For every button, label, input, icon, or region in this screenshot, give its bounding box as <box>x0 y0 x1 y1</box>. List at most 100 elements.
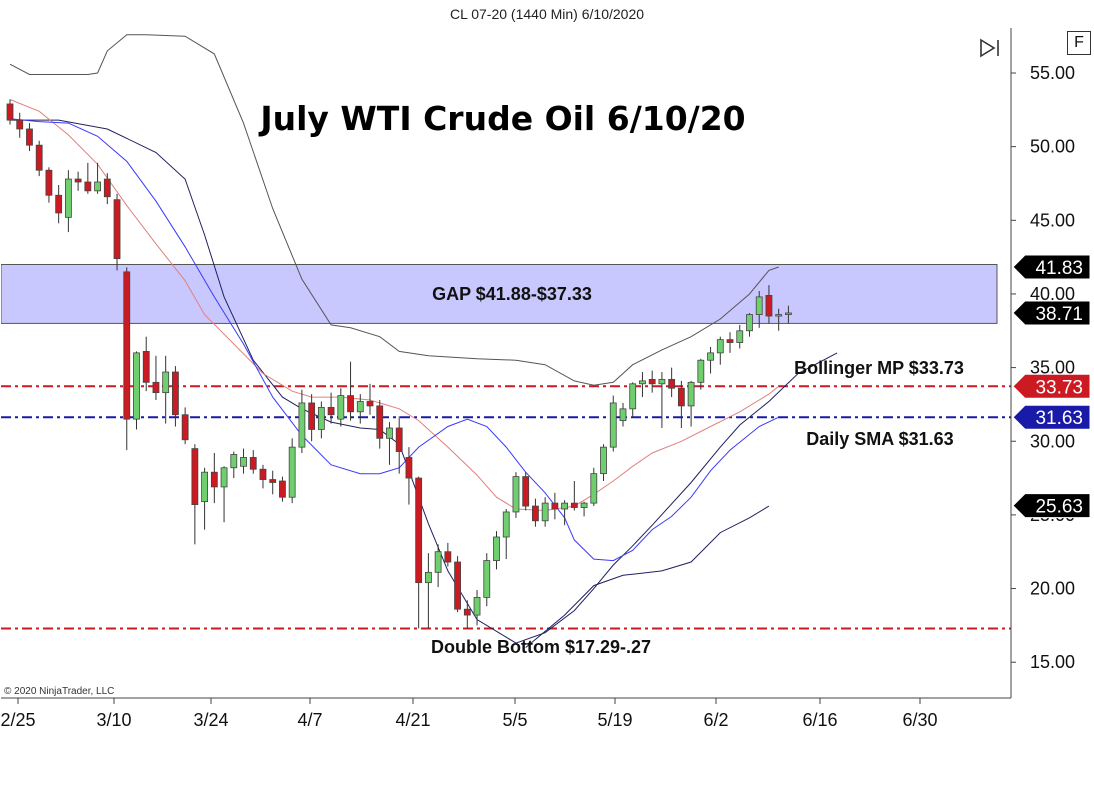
candle-body <box>609 402 617 448</box>
price-tag: 31.63 <box>1012 404 1091 430</box>
x-tick-label: 6/2 <box>703 710 728 730</box>
sma-blue-line <box>9 118 779 562</box>
candle <box>765 285 773 324</box>
candle <box>590 467 598 507</box>
candle-body <box>755 296 763 315</box>
candle-body <box>580 502 588 508</box>
candle-body <box>269 479 277 483</box>
candle-body <box>619 408 627 422</box>
candle <box>84 162 92 194</box>
candle-body <box>648 378 656 385</box>
y-tick-label: 30.00 <box>1030 431 1075 451</box>
candle <box>26 123 33 152</box>
candle-body <box>308 402 316 430</box>
candle <box>356 394 364 424</box>
candle-body <box>35 144 43 171</box>
candle-body <box>6 103 14 121</box>
candle-body <box>220 467 228 488</box>
candle <box>249 450 257 474</box>
upper-band-line <box>10 119 838 644</box>
candle <box>337 388 345 427</box>
mid-line-line <box>9 99 780 512</box>
candle-body <box>55 194 63 214</box>
play-forward-icon[interactable] <box>978 38 1004 58</box>
candle <box>74 171 82 191</box>
candle-body <box>775 314 783 317</box>
candle-body <box>162 371 170 394</box>
candle <box>697 358 705 390</box>
candle-body <box>493 536 500 561</box>
annotation-labels: GAP $41.88-$37.33 Bollinger MP $33.73 Dail… <box>431 284 964 657</box>
x-tick-label: 6/16 <box>802 710 837 730</box>
plot-area[interactable] <box>1 28 1011 698</box>
candle-body <box>434 551 442 573</box>
candle-body <box>366 401 374 407</box>
candle <box>434 544 442 588</box>
candle-body <box>152 381 160 394</box>
candle-body <box>600 446 607 475</box>
price-tag-shape <box>1012 404 1091 430</box>
candle-body <box>746 314 753 332</box>
bollinger-mp-label: Bollinger MP $33.73 <box>794 358 964 378</box>
candle <box>327 392 335 424</box>
candle-body <box>395 427 403 452</box>
candle-body <box>240 457 247 467</box>
candle <box>191 444 199 545</box>
candle-body <box>279 480 286 498</box>
candle-body <box>716 339 724 354</box>
price-tag-label: 33.73 <box>1035 377 1083 398</box>
candle-body <box>415 477 423 584</box>
candle-body <box>142 350 150 383</box>
candle-body <box>337 395 345 420</box>
candle-body <box>133 352 140 420</box>
candle-body <box>677 387 685 407</box>
x-tick-label: 2/25 <box>0 710 35 730</box>
candle <box>541 497 549 527</box>
candle-body <box>483 560 491 598</box>
candle-body <box>327 406 335 416</box>
candle-body <box>347 395 354 413</box>
candle <box>707 346 714 374</box>
candle-body <box>201 471 209 503</box>
x-tick-label: 5/19 <box>597 710 632 730</box>
candle <box>687 380 695 427</box>
candle <box>279 476 286 502</box>
double-bottom-label: Double Bottom $17.29-.27 <box>431 637 651 657</box>
candle <box>424 553 432 629</box>
gap-zone <box>1 263 998 324</box>
price-tag-label: 38.71 <box>1035 304 1083 325</box>
chart-title: July WTI Crude Oil 6/10/20 <box>258 99 745 138</box>
candle-body <box>454 561 461 610</box>
price-tag-label: 41.83 <box>1035 258 1083 279</box>
y-tick-label: 15.00 <box>1030 652 1075 672</box>
candle <box>376 400 384 449</box>
candle <box>308 394 316 442</box>
candle-body <box>736 330 744 343</box>
chart-header-title: CL 07-20 (1440 Min) 6/10/2020 <box>449 6 645 22</box>
candle-body <box>541 502 549 522</box>
candle <box>6 99 14 125</box>
candle-body <box>444 551 452 563</box>
candle <box>444 542 452 567</box>
candle-body <box>288 446 296 498</box>
candle-body <box>356 401 364 413</box>
candle-body <box>172 371 179 416</box>
gap-label: GAP $41.88-$37.33 <box>432 284 592 304</box>
candle <box>347 361 354 421</box>
price-tag-shape <box>1012 373 1091 399</box>
price-tag-shape <box>1012 300 1091 326</box>
candle-body <box>639 380 646 385</box>
x-tick-label: 4/7 <box>297 710 322 730</box>
candle <box>386 422 393 465</box>
candle <box>677 380 685 428</box>
candle <box>522 472 530 511</box>
y-axis: 55.0050.0045.0040.0035.0030.0025.0020.00… <box>1011 63 1075 672</box>
candle-body <box>259 468 267 480</box>
candle <box>532 498 539 527</box>
candle-body <box>210 471 218 488</box>
f-button[interactable]: F <box>1067 31 1091 55</box>
candle-body <box>84 181 92 192</box>
candle <box>629 382 637 418</box>
y-tick-label: 55.00 <box>1030 63 1075 83</box>
